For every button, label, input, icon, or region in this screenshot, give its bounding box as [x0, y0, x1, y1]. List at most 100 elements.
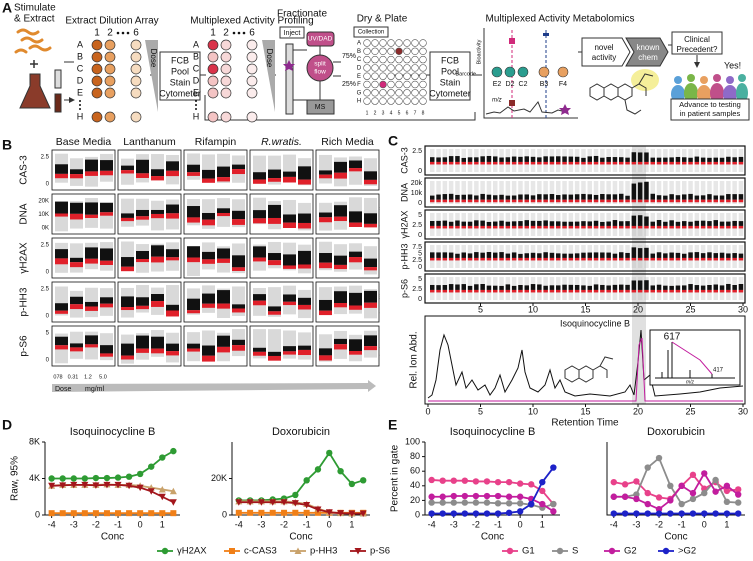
row-density: [606, 285, 611, 290]
point: [505, 478, 513, 486]
row-density: [650, 199, 655, 203]
point: [247, 509, 254, 516]
x-tick-label: -1: [303, 519, 311, 529]
row-density: [505, 221, 511, 226]
y-tick-label: 20: [410, 495, 420, 505]
point: [678, 510, 685, 517]
x-tick-label: 5: [478, 304, 483, 314]
row-density: [644, 216, 649, 226]
row-density: [430, 289, 435, 293]
cell-density: [85, 214, 98, 219]
row-density: [455, 225, 460, 229]
ms-box: [306, 99, 335, 115]
chevron-text: novel: [594, 43, 613, 52]
row-density: [518, 257, 523, 261]
row-density: [467, 257, 473, 261]
row-density: [707, 199, 712, 203]
cell-density: [268, 355, 281, 361]
well: [411, 89, 419, 97]
x-tick-label: 20: [633, 406, 643, 416]
chevron: [581, 37, 631, 67]
row-density: [474, 220, 479, 226]
row-scatter: [511, 181, 517, 204]
row-density: [568, 284, 574, 290]
well: [403, 55, 411, 64]
row-density: [568, 199, 574, 203]
row-density: [682, 285, 687, 290]
tick-label: 2.5: [41, 155, 50, 161]
well: [220, 75, 232, 87]
row-label: C: [193, 63, 200, 73]
cell-density: [298, 222, 311, 229]
row-scatter: [694, 181, 700, 204]
ellipsis-dot: [232, 31, 236, 35]
row-scatter: [455, 181, 460, 204]
cell-density: [121, 257, 134, 267]
row-density: [518, 156, 523, 162]
cell-density: [349, 168, 362, 172]
y-tick-label: 100: [405, 436, 420, 446]
row-density: [474, 257, 479, 261]
row-density: [486, 252, 492, 258]
axis-label: m/z: [686, 379, 695, 385]
row-density: [511, 221, 517, 226]
chart-title: Isoquinocycline B: [450, 426, 536, 438]
row-label: B: [77, 51, 83, 61]
point: [461, 510, 469, 517]
point: [550, 500, 557, 508]
point: [655, 510, 663, 517]
row-density: [631, 280, 637, 290]
column-label: 4: [390, 110, 393, 116]
row-density: [625, 195, 630, 200]
cell-density: [166, 204, 179, 214]
well: [363, 89, 371, 97]
well: [363, 55, 371, 64]
axes: [483, 28, 578, 119]
row-density: [562, 156, 567, 162]
row-density: [719, 195, 725, 200]
row-scatter: [530, 181, 536, 204]
point: [337, 468, 344, 475]
row-density: [511, 195, 517, 200]
cell-density: [187, 343, 200, 349]
row-density: [619, 157, 624, 162]
row-density: [732, 194, 737, 200]
cell-density: [151, 213, 164, 219]
axis-label: m/z: [492, 98, 502, 104]
point: [655, 454, 663, 462]
point: [428, 493, 435, 500]
barcode-dot: [517, 66, 529, 78]
point: [701, 489, 708, 497]
barcode-label: F4: [559, 81, 567, 88]
spectrum: [485, 101, 567, 115]
row-density: [593, 289, 599, 293]
well: [91, 51, 103, 63]
row-density: [486, 161, 492, 165]
row-density: [537, 253, 542, 258]
legend-marker: [229, 548, 235, 554]
row-density: [656, 195, 662, 200]
row-density: [682, 194, 687, 200]
row-density: [474, 284, 479, 290]
row-density: [480, 193, 485, 200]
cell-density: [283, 176, 296, 183]
row-density: [719, 285, 725, 290]
row-density: [587, 194, 592, 200]
row-density: [707, 161, 712, 165]
cell-scatter: [319, 154, 332, 184]
cell-density: [187, 348, 200, 352]
row-density: [650, 193, 655, 200]
x-tick-label: 25: [685, 304, 695, 314]
row-density: [713, 257, 718, 261]
row-density: [556, 161, 561, 165]
row-density: [700, 225, 706, 229]
x-tick-label: -3: [450, 519, 458, 529]
row-density: [625, 225, 630, 229]
peak-label: 417: [713, 368, 724, 374]
row-density: [675, 195, 681, 200]
row-density: [549, 199, 555, 203]
point: [644, 500, 651, 508]
point: [359, 510, 367, 518]
row-density: [480, 199, 485, 203]
axis-label: Bioactivity: [476, 39, 482, 64]
